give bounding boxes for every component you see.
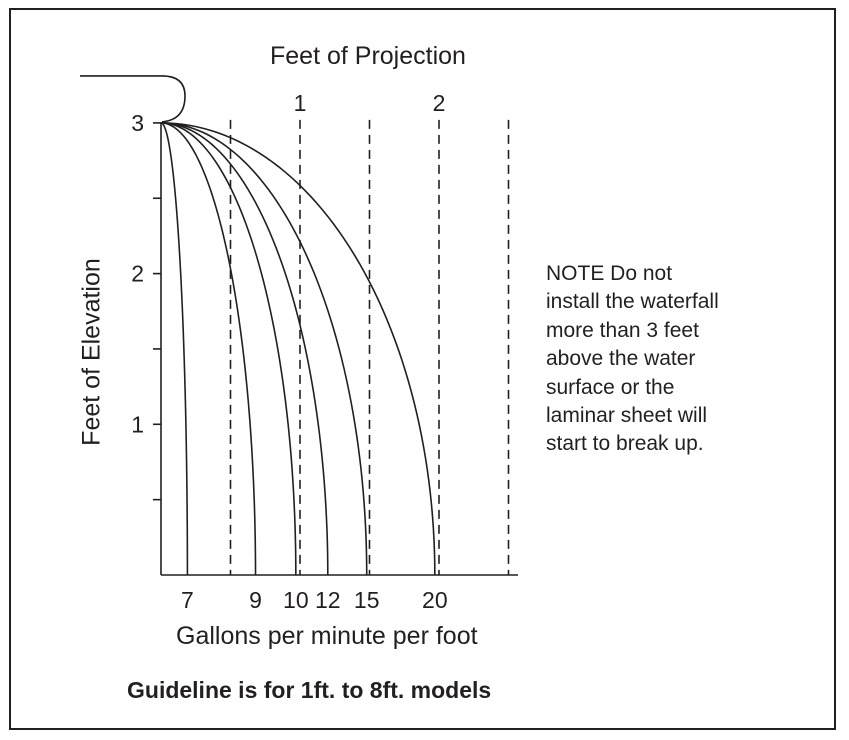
note-line: NOTE Do not [546, 262, 673, 285]
x-axis-label: Gallons per minute per foot [176, 622, 478, 650]
figure-frame [9, 8, 836, 730]
note-line: start to break up. [546, 432, 704, 456]
flow-rate-label: 12 [315, 587, 341, 613]
y-axis-label: Feet of Elevation [77, 258, 106, 446]
weir-ledge [80, 75, 186, 123]
note-line: more than 3 feet [546, 318, 699, 342]
y-tick-label: 3 [131, 110, 144, 136]
projection-guide-lines [229, 119, 510, 575]
installation-note: NOTE Do not install the waterfall more t… [546, 260, 719, 459]
flow-curve-10 [160, 122, 297, 576]
projection-tick-label: 2 [433, 90, 446, 116]
flow-rate-label: 20 [422, 587, 448, 613]
flow-curve-7 [160, 122, 189, 576]
chart-title: Feet of Projection [270, 42, 466, 70]
model-guideline-caption: Guideline is for 1ft. to 8ft. models [127, 677, 492, 703]
flow-curve-12 [160, 122, 329, 576]
flow-rate-label: 9 [249, 587, 262, 613]
note-line: laminar sheet will [546, 404, 708, 428]
flow-rate-label: 15 [354, 587, 380, 613]
note-line: install the waterfall [546, 290, 719, 314]
flow-rate-label: 10 [283, 587, 309, 613]
flow-curves [160, 122, 436, 576]
note-line: above the water [546, 347, 696, 371]
flow-curve-15 [160, 122, 368, 576]
flow-rate-label: 7 [181, 587, 194, 613]
chart-axes [80, 75, 518, 576]
projection-tick-label: 1 [294, 90, 307, 116]
flow-curve-9 [160, 122, 257, 576]
note-line: surface or the [546, 375, 675, 399]
y-tick-label: 1 [131, 411, 144, 437]
y-tick-label: 2 [131, 261, 144, 287]
flow-curve-20 [160, 122, 436, 576]
